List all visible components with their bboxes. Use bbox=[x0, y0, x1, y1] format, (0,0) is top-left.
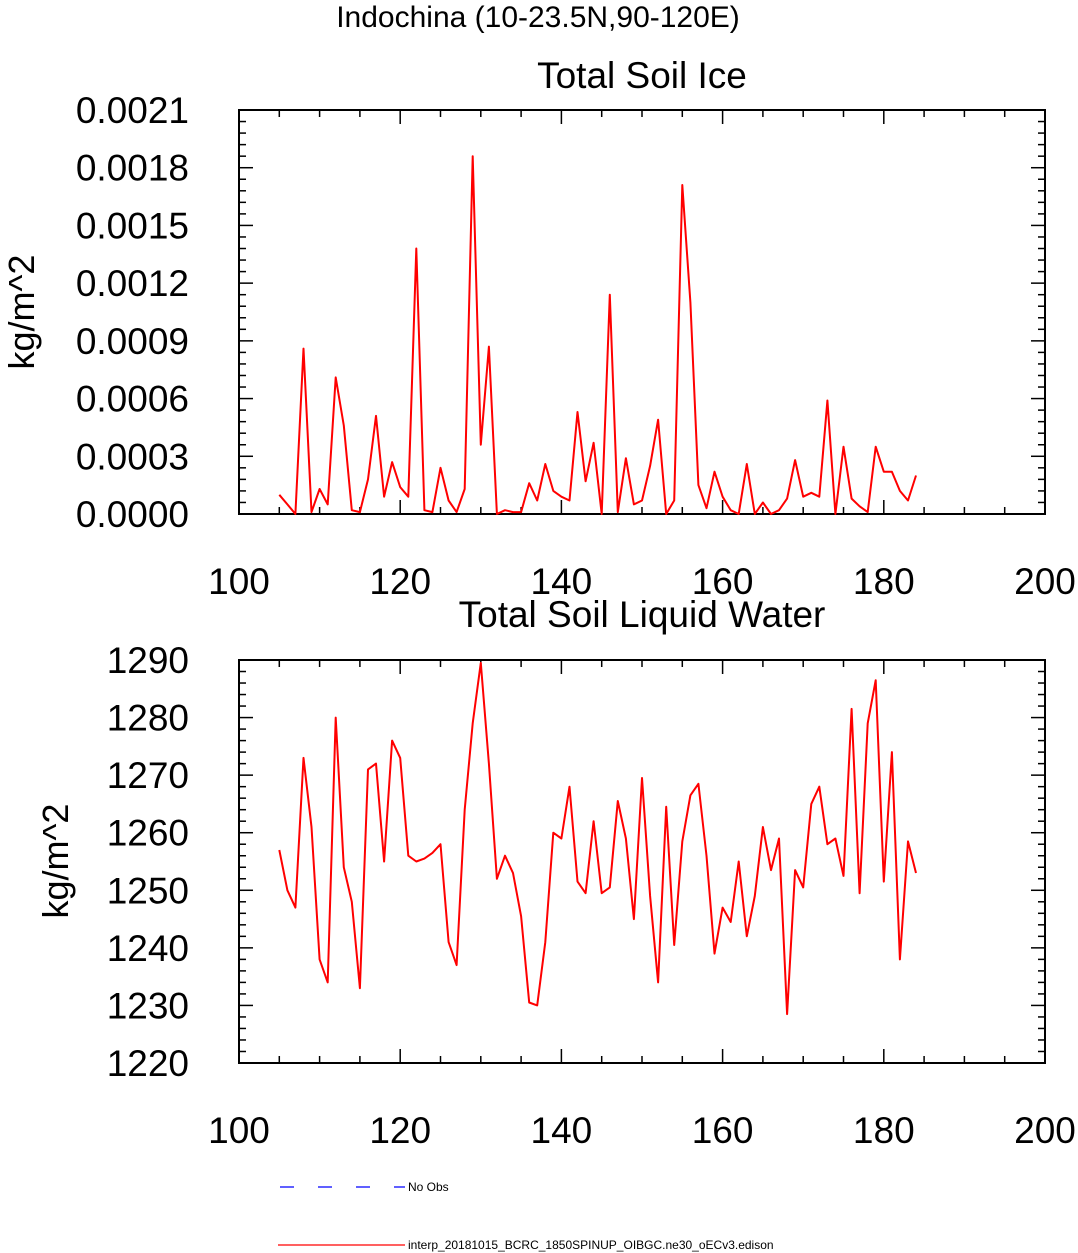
series-line-0 bbox=[278, 155, 917, 515]
legend-label-no-obs: No Obs bbox=[408, 1180, 449, 1194]
y-tick-label: 1240 bbox=[107, 928, 189, 969]
x-tick-label: 120 bbox=[369, 1110, 431, 1151]
x-tick-label: 140 bbox=[531, 1110, 593, 1151]
y-tick-label: 1280 bbox=[107, 698, 189, 739]
y-tick-label: 1220 bbox=[107, 1043, 189, 1084]
y-tick-label: 0.0018 bbox=[76, 148, 189, 189]
series-line-0 bbox=[278, 661, 917, 1016]
x-tick-label: 100 bbox=[208, 561, 270, 602]
y-tick-label: 1230 bbox=[107, 985, 189, 1026]
y-tick-label: 1250 bbox=[107, 870, 189, 911]
y-tick-label: 1260 bbox=[107, 813, 189, 854]
plot-frame bbox=[238, 109, 1046, 515]
y-tick-label: 0.0012 bbox=[76, 263, 189, 304]
y-tick-label: 0.0006 bbox=[76, 379, 189, 420]
chart-panel-soil-ice: Total Soil Ice kg/m^2 100 120 140 160 180 200 0.… bbox=[1, 55, 1076, 602]
legend-label-model-run: interp_20181015_BCRC_1850SPINUP_OIBGC.ne… bbox=[408, 1238, 774, 1252]
region-title: Indochina (10-23.5N,90-120E) bbox=[336, 1, 740, 34]
x-tick-label: 200 bbox=[1014, 561, 1076, 602]
y-tick-label: 0.0015 bbox=[76, 205, 189, 246]
y-tick-label: 1290 bbox=[107, 640, 189, 681]
chart-title: Total Soil Liquid Water bbox=[459, 594, 826, 635]
x-tick-label: 200 bbox=[1014, 1110, 1076, 1151]
chart-panel-soil-liquid-water: Total Soil Liquid Water kg/m^2 100 120 140 16… bbox=[35, 594, 1076, 1151]
y-tick-label: 1270 bbox=[107, 755, 189, 796]
chart-title: Total Soil Ice bbox=[537, 55, 747, 96]
x-tick-label: 100 bbox=[208, 1110, 270, 1151]
y-axis-label: kg/m^2 bbox=[35, 804, 76, 919]
y-tick-label: 0.0021 bbox=[76, 90, 189, 131]
y-axis-label: kg/m^2 bbox=[1, 255, 42, 370]
y-tick-label: 0.0003 bbox=[76, 436, 189, 477]
x-tick-label: 180 bbox=[853, 561, 915, 602]
legend: No Obs interp_20181015_BCRC_1850SPINUP_O… bbox=[278, 1180, 774, 1252]
y-tick-label: 0.0009 bbox=[76, 321, 189, 362]
x-tick-label: 160 bbox=[692, 561, 754, 602]
x-tick-label: 120 bbox=[369, 561, 431, 602]
plot-frame bbox=[238, 659, 1046, 1064]
x-tick-label: 160 bbox=[692, 1110, 754, 1151]
y-tick-label: 0.0000 bbox=[76, 494, 189, 535]
x-tick-label: 180 bbox=[853, 1110, 915, 1151]
x-tick-label: 140 bbox=[531, 561, 593, 602]
